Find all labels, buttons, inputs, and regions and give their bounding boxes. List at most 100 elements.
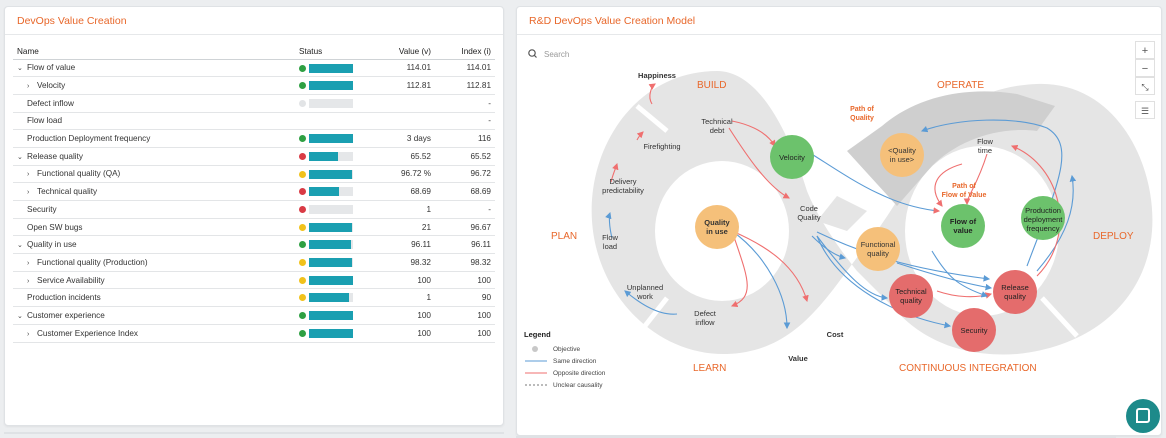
status-bar-fill [309,293,349,303]
table-row[interactable]: Open SW bugs 21 96.67 [13,218,495,237]
value-cell: 100 [375,306,435,325]
index-cell: - [435,200,495,219]
chevron-right-icon[interactable]: › [27,330,30,338]
status-bar [309,275,353,285]
row-name: Customer Experience Index [37,328,139,338]
filter-icon[interactable]: ☰ [1135,101,1155,119]
status-cell [295,306,375,325]
status-cell [295,271,375,290]
table-row[interactable]: Security 1- [13,200,495,219]
column-name[interactable]: Name [13,45,295,60]
table-row[interactable]: ⌄ Flow of value 114.01 114.01 [13,59,495,78]
table-row[interactable]: Flow load - [13,112,495,131]
table-row[interactable]: ⌄ Customer experience 100 100 [13,306,495,325]
column-value[interactable]: Value (v) [375,45,435,60]
status-bar [309,205,353,214]
chevron-right-icon[interactable]: › [27,189,30,197]
collapse-icon[interactable]: ⤡ [1135,77,1155,95]
table-row[interactable]: Production incidents 1 90 [13,288,495,308]
plus-icon[interactable]: + [1135,41,1155,59]
column-status[interactable]: Status [295,45,375,60]
chevron-right-icon[interactable]: › [27,83,30,91]
table-row[interactable]: › Functional quality (Production) 98.32 98.… [13,253,495,272]
label-cost: Cost [827,330,844,339]
chevron-right-icon[interactable]: › [27,277,30,285]
column-index[interactable]: Index (i) [435,45,495,60]
status-dot [299,276,306,284]
label-code-quality: Code [800,204,818,213]
minus-icon[interactable]: − [1135,59,1155,77]
chevron-right-icon[interactable]: › [27,259,30,267]
status-bar [309,98,353,108]
svg-text:Functional: Functional [861,240,896,249]
table-row[interactable]: › Service Availability 100 100 [13,271,495,290]
phase-operate: OPERATE [937,80,984,91]
status-bar-fill [309,328,353,338]
value-cell: 96.11 [375,235,435,255]
row-name: Production Deployment frequency [27,134,151,144]
search-icon[interactable] [528,49,537,58]
status-cell [295,253,375,272]
node-flow-of-value: Flow of value [941,204,985,248]
index-cell: 65.52 [435,147,495,166]
table-row[interactable]: › Customer Experience Index 100 100 [13,324,495,343]
table-row[interactable]: › Technical quality 68.69 68.69 [13,182,495,201]
status-bar-fill [309,63,353,73]
status-cell [295,235,375,255]
status-cell [295,288,375,308]
status-bar [309,311,353,321]
table-header: Name Status Value (v) Index (i) [13,45,495,60]
status-dot [299,64,306,72]
table-row[interactable]: › Functional quality (QA) 96.72 % 96.72 [13,165,495,184]
devops-value-creation-panel: DevOps Value Creation Name Status Value … [4,6,504,426]
node-functional-quality: Functional quality [856,227,900,271]
row-name-cell: › Customer Experience Index [13,324,295,343]
label-flow-load: Flow [602,233,618,242]
legend: Legend Objective Same direction Opposite… [524,330,606,389]
chevron-right-icon[interactable]: › [27,171,30,179]
table-row[interactable]: ⌄ Quality in use 96.11 96.11 [13,235,495,255]
chevron-down-icon[interactable]: ⌄ [17,312,23,320]
status-dot [299,259,306,267]
row-name-cell: › Technical quality [13,182,295,201]
row-name: Security [27,204,57,214]
phase-continuous-integration: CONTINUOUS INTEGRATION [899,363,1037,374]
value-cell: 112.81 [375,76,435,95]
table-row[interactable]: › Velocity 112.81 112.81 [13,76,495,95]
chevron-down-icon[interactable]: ⌄ [17,242,23,250]
node-production-deployment: Production deployment frequency [1021,196,1065,240]
chevron-down-icon[interactable]: ⌄ [17,65,23,73]
value-creation-model-diagram[interactable]: Search BUILD OPERATE PLAN DEPLOY LEARN C… [517,36,1163,436]
table-row[interactable]: Production Deployment frequency 3 days 116 [13,129,495,148]
index-cell: 96.11 [435,235,495,255]
svg-text:frequency: frequency [1027,224,1060,233]
status-dot [299,241,306,249]
row-name: Customer experience [27,310,105,320]
row-name-cell: ⌄ Quality in use [13,235,295,255]
status-dot [299,294,306,302]
chevron-down-icon[interactable]: ⌄ [17,153,23,161]
index-cell: 96.72 [435,165,495,184]
label-defect: Defect [694,309,717,318]
status-bar-fill [309,311,353,321]
svg-text:Same direction: Same direction [553,358,597,365]
status-dot [299,312,306,320]
label-code-quality-2: Quality [797,213,821,222]
row-name-cell: › Velocity [13,76,295,95]
chat-icon [1136,408,1150,423]
row-name: Service Availability [37,275,105,285]
label-delivery-2: predictability [602,186,644,195]
map-controls: + − ⤡ ☰ [1135,41,1155,119]
status-bar [309,169,353,179]
table-row[interactable]: ⌄ Release quality 65.52 65.52 [13,147,495,166]
row-name-cell: Production incidents [13,288,295,308]
chat-button[interactable] [1126,399,1160,433]
row-name: Open SW bugs [27,222,83,232]
label-flow-load-2: load [603,242,617,251]
search-input[interactable]: Search [544,50,569,59]
table-row[interactable]: Defect inflow - [13,94,495,113]
row-name: Flow load [27,116,63,126]
value-cell: 100 [375,271,435,290]
row-name-cell: Security [13,200,295,219]
label-path-flow-2: Flow of Value [942,192,987,199]
